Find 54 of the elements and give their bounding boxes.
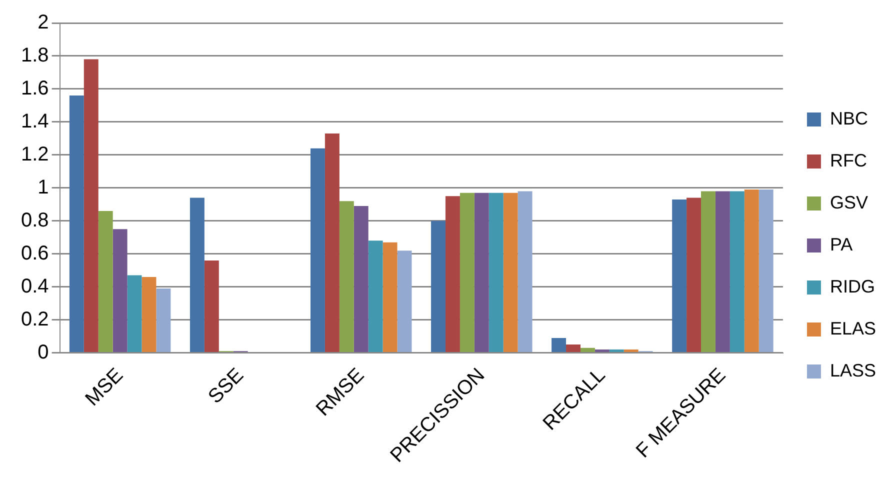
bar [566, 344, 580, 352]
bar [98, 210, 113, 352]
bar [204, 260, 219, 352]
y-tick-label: 0.4 [20, 275, 49, 298]
bar [112, 229, 128, 352]
bar [339, 201, 354, 352]
bar [156, 288, 171, 352]
bar [127, 275, 142, 352]
bar [84, 59, 98, 352]
bar [715, 191, 730, 352]
legend-label: ELAS [830, 318, 876, 338]
y-tick-label: 1.8 [20, 44, 49, 66]
bar [503, 192, 518, 352]
bar [474, 192, 489, 352]
y-tick-label: 1.4 [20, 110, 49, 132]
y-tick-label: 0.2 [20, 308, 49, 330]
bar [310, 148, 325, 352]
y-tick-label: 2 [38, 12, 49, 34]
y-tick-label: 1.2 [20, 143, 49, 166]
bar [580, 348, 595, 352]
bar [382, 242, 398, 352]
bar [397, 250, 412, 352]
bar [701, 191, 716, 352]
legend-label: GSV [830, 192, 868, 212]
y-tick-label: 0.8 [20, 209, 49, 232]
legend-label: PA [830, 234, 853, 254]
bar [431, 220, 446, 352]
bar [368, 240, 383, 352]
bar [460, 192, 474, 352]
bar [445, 196, 460, 352]
y-tick-label: 0 [38, 341, 49, 364]
legend-label: NBC [830, 108, 868, 128]
y-tick-label: 1 [38, 176, 49, 198]
bar [686, 198, 702, 352]
bar [758, 190, 774, 352]
y-tick-label: 1.6 [20, 77, 49, 100]
y-tick-label: 0.6 [20, 242, 49, 264]
bar [69, 96, 84, 352]
bar [624, 350, 638, 352]
legend-label: LASS [830, 360, 876, 380]
bar [609, 350, 624, 352]
legend-label: RFC [830, 150, 867, 170]
bar [518, 191, 532, 352]
bar [190, 198, 204, 352]
bar [552, 338, 566, 352]
bar [730, 191, 744, 352]
bar [672, 199, 687, 352]
bar [142, 276, 156, 352]
legend-label: RIDG [830, 276, 875, 296]
bar [354, 206, 368, 352]
bar [594, 350, 610, 352]
bar [488, 192, 504, 352]
bar [324, 133, 340, 352]
bar [744, 190, 759, 352]
